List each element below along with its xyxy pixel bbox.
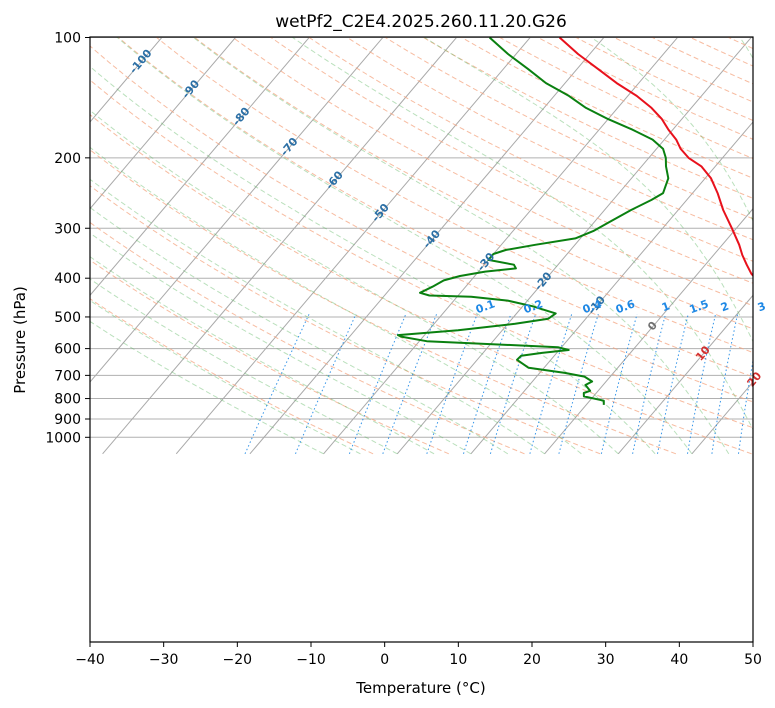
moist-adiabat-line <box>90 109 619 455</box>
y-tick-label: 200 <box>54 151 81 167</box>
isotherm-line <box>766 19 775 454</box>
dry-adiabat-line <box>345 37 753 241</box>
dry-adiabat-line <box>155 37 753 354</box>
isotherm-line <box>102 37 458 455</box>
x-tick-label: −30 <box>149 652 179 668</box>
y-axis-title: Pressure (hPa) <box>11 286 29 394</box>
x-tick-label: −40 <box>75 652 105 668</box>
isotherm-line <box>617 294 753 455</box>
dry-adiabat-line <box>90 298 374 455</box>
dry-adiabat-line <box>307 37 753 262</box>
chart-title: wetPf2_C2E4.2025.260.11.20.G26 <box>275 12 567 32</box>
y-tick-label: 100 <box>54 31 81 47</box>
label-layer: -100-90-80-70-60-50-40-30-20-10010203040… <box>127 46 768 389</box>
x-tick-label: 10 <box>449 652 467 668</box>
dry-adiabat-line <box>193 37 753 330</box>
x-tick-label: 50 <box>744 652 762 668</box>
dry-adiabat-line <box>90 259 449 455</box>
moist-adiabat-line <box>90 256 435 455</box>
moist-adiabat-line <box>192 37 730 455</box>
y-tick-label: 700 <box>54 368 81 384</box>
mixing-ratio-label: 0.4 <box>581 297 604 316</box>
axis-layer: −40 −30 −20 −10 0 10 20 30 40 50 100 200 300 400 500 60… <box>45 31 762 669</box>
moist-adiabat-line <box>90 178 545 455</box>
dry-adiabat-line <box>90 79 753 429</box>
mixing-ratio-line <box>426 313 478 454</box>
isotherm-line <box>470 121 753 455</box>
mixing-ratio-label: 2 <box>719 299 731 314</box>
dry-adiabat-line <box>117 37 753 378</box>
moist-adiabat-line <box>589 37 753 223</box>
temperature-profile-line <box>558 37 753 277</box>
x-axis-title: Temperature (°C) <box>355 679 485 697</box>
dry-adiabat-line <box>90 149 677 455</box>
mixing-ratio-line <box>766 314 775 454</box>
mixing-ratio-label: 0.1 <box>474 297 497 316</box>
dry-adiabat-line <box>90 185 601 455</box>
isotherm-line <box>249 37 605 455</box>
moist-adiabat-line <box>115 37 693 455</box>
mixing-ratio-label: 0.6 <box>614 297 637 316</box>
plot-frame <box>89 36 754 643</box>
mixing-ratio-label: 0.2 <box>522 297 545 316</box>
x-tick-label: 40 <box>670 652 688 668</box>
mixing-ratio-line <box>348 313 407 454</box>
isotherm-line <box>90 37 163 123</box>
dry-adiabat-line <box>90 45 753 403</box>
isotherm-line <box>544 207 753 455</box>
x-tick-label: 20 <box>523 652 541 668</box>
y-tick-label: 400 <box>54 271 81 287</box>
mixing-ratio-line <box>244 313 310 455</box>
moist-adiabat-line <box>291 37 753 431</box>
mixing-ratio-label: 1.5 <box>688 297 711 316</box>
dry-adiabat-line <box>90 221 525 455</box>
x-tick-label: −10 <box>296 652 326 668</box>
mixing-ratio-line <box>558 313 599 454</box>
dry-adiabat-line <box>90 114 752 455</box>
mixing-ratio-label: 3 <box>756 299 768 314</box>
series-layer <box>397 37 753 405</box>
y-tick-label: 600 <box>54 342 81 358</box>
moist-adiabat-line <box>90 320 324 455</box>
isotherm-line <box>175 37 532 455</box>
mixing-ratio-line <box>463 313 512 454</box>
grid-layer <box>90 19 775 455</box>
mixing-ratio-line <box>382 313 438 454</box>
moist-adiabat-line <box>90 232 472 455</box>
y-tick-label: 800 <box>54 392 81 408</box>
mixing-ratio-line <box>529 313 573 454</box>
mixing-ratio-label: 1 <box>660 299 672 314</box>
dry-adiabat-line <box>231 37 753 307</box>
x-tick-label: −20 <box>223 652 253 668</box>
x-tick-label: 0 <box>380 652 389 668</box>
dry-adiabat-line <box>763 19 775 454</box>
isotherm-line <box>90 37 237 210</box>
y-tick-label: 900 <box>54 412 81 428</box>
mixing-ratio-line <box>600 313 638 454</box>
x-tick-label: 30 <box>597 652 615 668</box>
moist-adiabat-line <box>90 146 582 455</box>
y-tick-label: 300 <box>54 221 81 237</box>
y-tick-label: 1000 <box>45 430 81 446</box>
y-tick-label: 500 <box>54 310 81 326</box>
isotherm-line <box>90 37 311 297</box>
dewpoint-profile-line <box>397 37 670 405</box>
mixing-ratio-line <box>295 313 357 454</box>
moist-adiabat-line <box>90 65 656 455</box>
mixing-ratio-line <box>489 313 537 454</box>
moist-adiabat-line <box>90 206 509 455</box>
